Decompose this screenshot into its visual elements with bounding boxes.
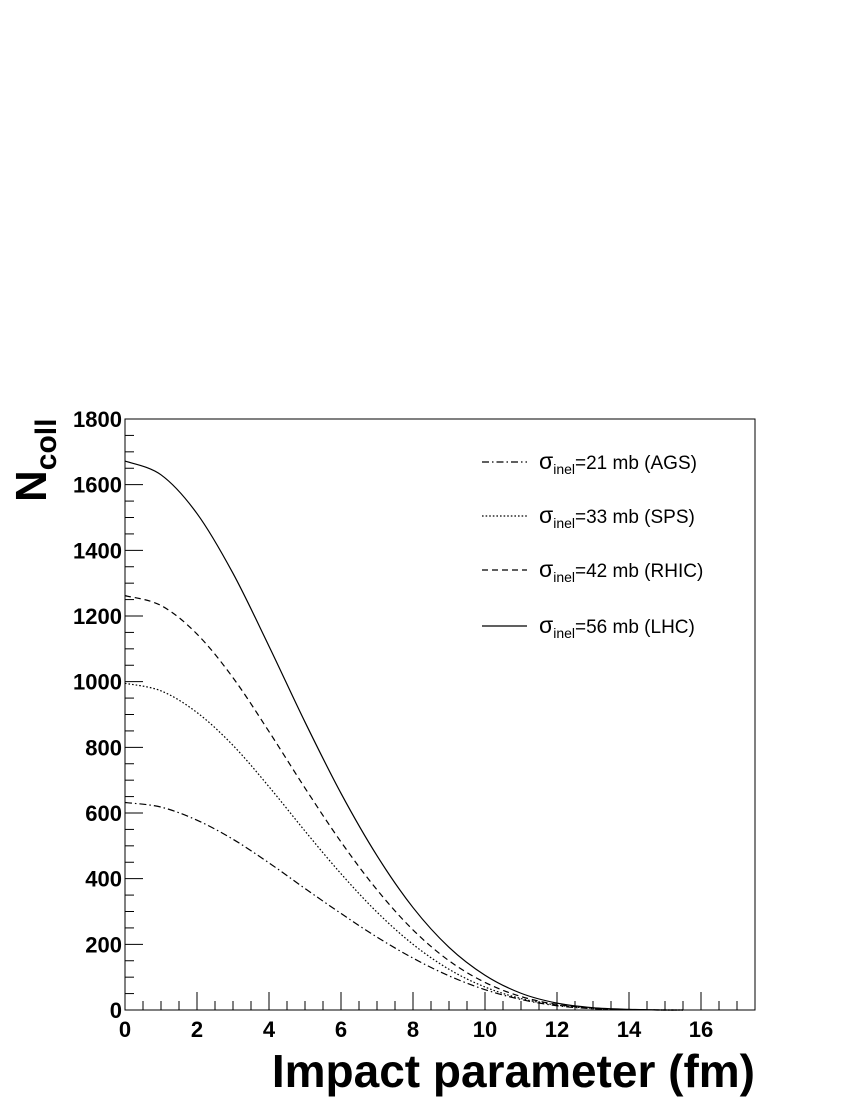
x-tick-label: 6 (335, 1017, 347, 1042)
legend-label-3: σinel=56 mb (LHC) (539, 612, 695, 641)
x-tick-label: 4 (263, 1017, 276, 1042)
y-tick-label: 1400 (73, 538, 122, 563)
y-axis-title: Ncoll (7, 419, 63, 502)
series-line-0 (124, 801, 684, 1011)
y-axis-title-main: N (7, 470, 56, 502)
series-line-3 (124, 460, 684, 1011)
y-tick-label: 1600 (73, 473, 122, 498)
legend: σinel=21 mb (AGS) σinel=33 mb (SPS) σinel=… (482, 448, 703, 641)
x-tick-label: 12 (545, 1017, 569, 1042)
axis-ticks (124, 418, 756, 1011)
series-curves (124, 460, 684, 1011)
y-tick-label: 400 (85, 867, 122, 892)
x-tick-label: 8 (407, 1017, 419, 1042)
legend-label-0: σinel=21 mb (AGS) (539, 448, 697, 477)
x-axis-title: Impact parameter (fm) (272, 1045, 755, 1097)
legend-label-2: σinel=42 mb (RHIC) (539, 556, 703, 585)
y-tick-label: 1800 (73, 407, 122, 432)
y-axis-title-sub: coll (30, 419, 63, 471)
x-tick-label: 16 (689, 1017, 713, 1042)
y-tick-label: 200 (85, 932, 122, 957)
x-tick-label: 10 (473, 1017, 497, 1042)
x-tick-label: 2 (191, 1017, 203, 1042)
y-tick-label: 800 (85, 735, 122, 760)
series-line-1 (124, 682, 684, 1011)
series-line-2 (124, 595, 684, 1011)
axis-tick-labels: 0 2 4 6 8 10 12 14 16 0 200 400 600 800 1000 1200 1400 16… (73, 407, 713, 1042)
y-tick-label: 1200 (73, 604, 122, 629)
y-tick-label: 600 (85, 801, 122, 826)
svg-text:Ncoll: Ncoll (7, 419, 63, 502)
x-tick-label: 0 (119, 1017, 131, 1042)
y-tick-label: 1000 (73, 670, 122, 695)
x-tick-label: 14 (617, 1017, 642, 1042)
legend-label-1: σinel=33 mb (SPS) (539, 502, 695, 531)
y-tick-label: 0 (110, 998, 122, 1023)
